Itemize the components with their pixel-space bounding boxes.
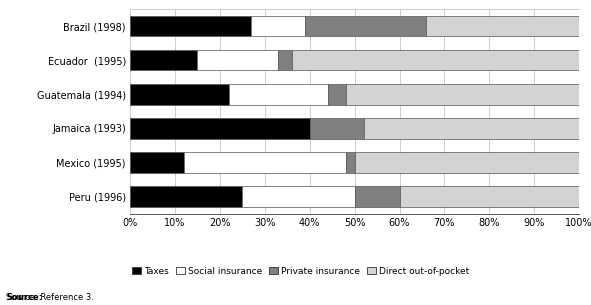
Bar — [355, 152, 579, 173]
Bar — [130, 84, 229, 105]
Bar — [363, 118, 579, 138]
Bar — [400, 186, 579, 207]
Bar — [251, 16, 305, 36]
Bar — [130, 152, 184, 173]
Bar — [278, 50, 292, 70]
Bar — [184, 152, 346, 173]
Text: Source:: Source: — [6, 293, 42, 302]
Bar — [130, 118, 310, 138]
Text: Source: Reference 3.: Source: Reference 3. — [6, 293, 94, 302]
Legend: Taxes, Social insurance, Private insurance, Direct out-of-pocket: Taxes, Social insurance, Private insuran… — [128, 263, 473, 279]
Bar — [197, 50, 278, 70]
Bar — [355, 186, 400, 207]
Bar — [130, 16, 251, 36]
Bar — [305, 16, 427, 36]
Bar — [242, 186, 355, 207]
Bar — [310, 118, 363, 138]
Bar — [427, 16, 579, 36]
Bar — [346, 152, 355, 173]
Bar — [346, 84, 579, 105]
Bar — [292, 50, 579, 70]
Bar — [229, 84, 327, 105]
Bar — [130, 50, 197, 70]
Bar — [130, 186, 242, 207]
Bar — [327, 84, 346, 105]
